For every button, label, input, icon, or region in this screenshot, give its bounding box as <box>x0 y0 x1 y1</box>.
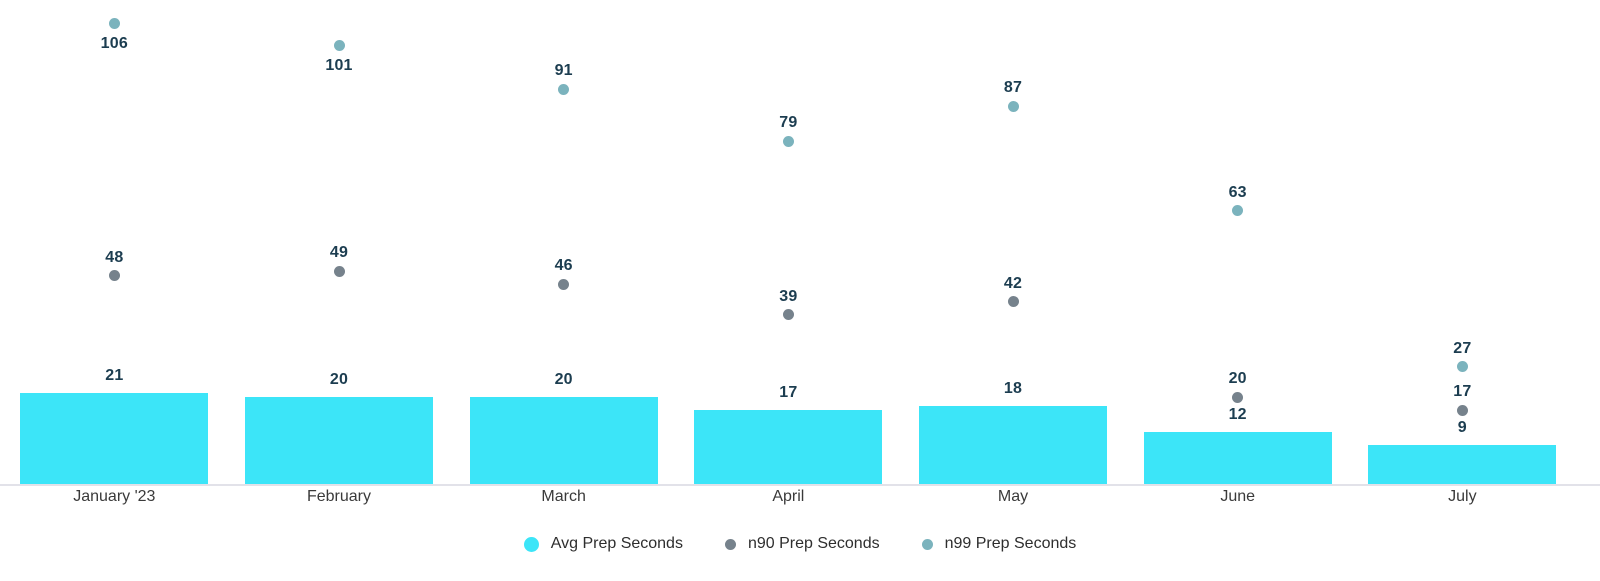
x-axis-label-7: July <box>1448 488 1477 505</box>
cyan-circle-icon <box>523 536 539 552</box>
n90-dot-6[interactable] <box>1232 391 1244 403</box>
n99-dot-3[interactable] <box>558 83 570 95</box>
n99-dot-2[interactable] <box>333 40 345 52</box>
legend-label: Avg Prep Seconds <box>550 535 683 552</box>
legend-item-n90-prep-seconds[interactable]: n90 Prep Seconds <box>724 535 880 553</box>
value-label-n90-2: 49 <box>329 244 349 262</box>
value-label-n90-1: 48 <box>105 248 124 266</box>
legend-item-n99-prep-seconds[interactable]: n99 Prep Seconds <box>921 535 1077 553</box>
value-label-n99-4: 79 <box>779 114 798 132</box>
value-label-avg-6: 12 <box>1228 405 1247 423</box>
n99-dot-6[interactable] <box>1232 205 1244 217</box>
value-label-avg-5: 18 <box>1003 379 1023 397</box>
n90-dot-7[interactable] <box>1456 404 1468 416</box>
n99-dot-7[interactable] <box>1456 361 1468 373</box>
n99-dot-4[interactable] <box>782 135 794 147</box>
value-label-n90-7: 17 <box>1453 383 1472 401</box>
value-label-avg-2: 20 <box>329 371 349 389</box>
value-label-avg-1: 21 <box>105 366 124 384</box>
bar-avg-prep-2[interactable] <box>245 397 433 484</box>
value-label-n90-6: 20 <box>1228 370 1247 388</box>
x-axis-label-4: April <box>772 488 805 505</box>
legend-label: n99 Prep Seconds <box>944 535 1077 552</box>
x-axis-label-1: January '23 <box>73 488 156 505</box>
n90-dot-1[interactable] <box>108 270 120 282</box>
legend-item-avg-prep-seconds[interactable]: Avg Prep Seconds <box>523 535 683 553</box>
value-label-avg-7: 9 <box>1457 418 1467 436</box>
x-axis-label-2: February <box>306 488 371 505</box>
legend: Avg Prep Seconds n90 Prep Seconds n99 Pr… <box>0 531 1600 557</box>
value-label-n90-4: 39 <box>779 287 798 305</box>
x-axis-label-5: May <box>997 488 1029 505</box>
bar-avg-prep-4[interactable] <box>694 410 883 484</box>
value-label-n90-3: 46 <box>554 257 573 275</box>
value-label-avg-3: 20 <box>554 371 573 389</box>
value-label-n99-7: 27 <box>1453 339 1472 357</box>
bar-avg-prep-7[interactable] <box>1368 444 1557 484</box>
x-axis-labels: January '23 February March April May June July <box>0 486 1600 510</box>
bar-avg-prep-3[interactable] <box>469 397 658 484</box>
value-label-n90-5: 42 <box>1003 274 1023 292</box>
n99-dot-5[interactable] <box>1007 100 1019 112</box>
value-label-n99-2: 101 <box>325 56 353 74</box>
legend-label: n90 Prep Seconds <box>747 535 880 552</box>
value-label-avg-4: 17 <box>779 384 798 402</box>
teal-circle-icon <box>921 538 933 550</box>
bar-avg-prep-6[interactable] <box>1143 431 1332 484</box>
value-label-n99-3: 91 <box>554 62 573 80</box>
n90-dot-5[interactable] <box>1007 296 1019 308</box>
plot-area: 21 48 106 20 49 101 20 46 91 17 39 79 18 42 87 12 20 63 9 1… <box>20 18 1557 484</box>
n99-dot-1[interactable] <box>108 18 120 30</box>
value-label-n99-1: 106 <box>100 34 128 52</box>
n90-dot-4[interactable] <box>782 309 794 321</box>
x-axis-label-3: March <box>541 488 586 505</box>
bar-avg-prep-5[interactable] <box>919 405 1107 484</box>
gray-circle-icon <box>724 538 736 550</box>
x-axis-line <box>0 484 1600 486</box>
x-axis-label-6: June <box>1220 488 1256 505</box>
n90-dot-2[interactable] <box>333 265 345 277</box>
n90-dot-3[interactable] <box>558 278 570 290</box>
bar-avg-prep-1[interactable] <box>20 392 209 484</box>
value-label-n99-5: 87 <box>1003 79 1023 97</box>
value-label-n99-6: 63 <box>1228 183 1247 201</box>
